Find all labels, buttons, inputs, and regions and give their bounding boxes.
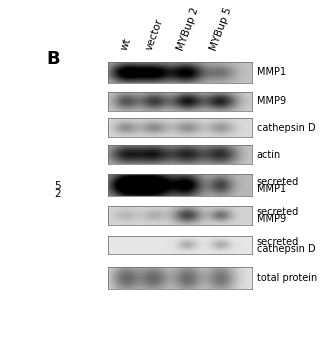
Text: B: B <box>46 50 60 68</box>
Text: actin: actin <box>257 150 281 159</box>
Text: cathepsin D: cathepsin D <box>257 123 315 133</box>
Text: MMP1: MMP1 <box>257 184 286 194</box>
Text: total protein: total protein <box>257 273 317 283</box>
Text: MYBup 2: MYBup 2 <box>175 5 200 51</box>
Text: vector: vector <box>144 17 165 51</box>
Text: cathepsin D: cathepsin D <box>257 244 315 253</box>
Text: MMP9: MMP9 <box>257 214 286 224</box>
Text: MMP9: MMP9 <box>257 96 286 107</box>
Text: MMP1: MMP1 <box>257 67 286 77</box>
Text: MYBup 5: MYBup 5 <box>209 5 233 51</box>
Text: 2: 2 <box>54 189 61 199</box>
Text: 5: 5 <box>54 181 61 191</box>
Text: secreted: secreted <box>257 177 299 187</box>
Text: secreted: secreted <box>257 207 299 217</box>
Text: wt: wt <box>119 36 133 51</box>
Text: secreted: secreted <box>257 237 299 247</box>
